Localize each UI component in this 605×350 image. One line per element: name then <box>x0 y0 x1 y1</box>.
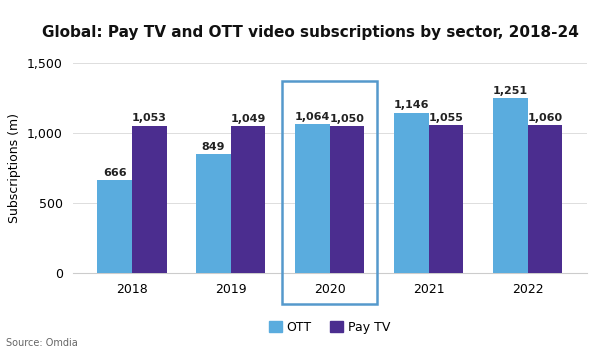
Bar <box>428 125 463 273</box>
Bar <box>231 126 266 273</box>
Bar <box>528 125 562 273</box>
Legend: OTT, Pay TV: OTT, Pay TV <box>266 317 394 337</box>
Text: 1,055: 1,055 <box>428 113 463 123</box>
Text: 1,251: 1,251 <box>492 86 528 96</box>
Text: 1,053: 1,053 <box>132 113 167 124</box>
Text: 1,146: 1,146 <box>394 100 429 111</box>
Bar <box>196 154 231 273</box>
Bar <box>330 126 364 273</box>
Text: 1,060: 1,060 <box>527 112 563 122</box>
Text: 1,050: 1,050 <box>330 114 364 124</box>
Text: 1,064: 1,064 <box>295 112 330 122</box>
Bar <box>493 98 528 273</box>
Y-axis label: Subscriptions (m): Subscriptions (m) <box>8 113 21 223</box>
Bar <box>97 180 132 273</box>
Bar <box>295 124 330 273</box>
Text: 666: 666 <box>103 168 126 178</box>
Text: 1,049: 1,049 <box>231 114 266 124</box>
Text: Global: Pay TV and OTT video subscriptions by sector, 2018-24: Global: Pay TV and OTT video subscriptio… <box>42 25 579 40</box>
Text: Source: Omdia: Source: Omdia <box>6 338 78 349</box>
Bar <box>132 126 166 273</box>
Text: 849: 849 <box>202 142 225 152</box>
Bar <box>394 113 428 273</box>
